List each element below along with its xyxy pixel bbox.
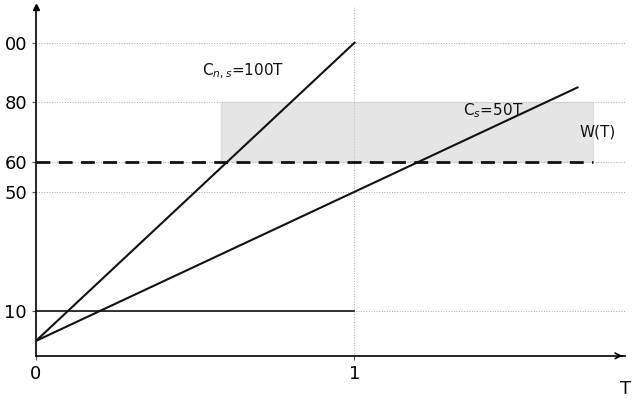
Text: W(T): W(T) (580, 124, 616, 140)
Text: C$_s$=50T: C$_s$=50T (463, 102, 523, 120)
Text: T: T (620, 380, 631, 398)
Text: C$_{n,s}$=100T: C$_{n,s}$=100T (201, 62, 284, 81)
